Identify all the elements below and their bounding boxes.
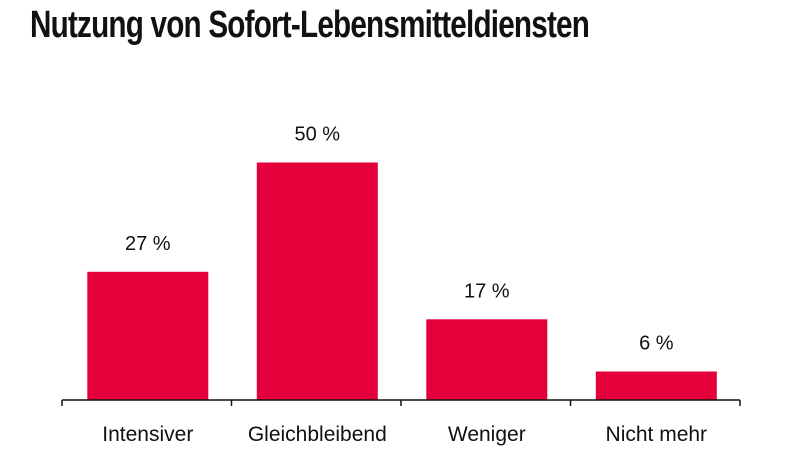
bar-nicht-mehr: [595, 371, 717, 400]
data-label: 27 %: [125, 233, 171, 255]
x-tick-label: Intensiver: [102, 423, 193, 446]
chart-title: Nutzung von Sofort-Lebensmitteldiensten: [30, 4, 590, 46]
data-label: 17 %: [464, 280, 510, 302]
x-tick-label: Nicht mehr: [606, 423, 708, 446]
x-tick-label: Weniger: [448, 423, 526, 446]
bar-weniger: [426, 319, 548, 401]
bar-gleichbleibend: [256, 162, 378, 400]
x-tick-label: Gleichbleibend: [248, 423, 387, 446]
data-label: 6 %: [639, 333, 674, 355]
bar-intensiver: [87, 271, 209, 401]
data-label: 50 %: [295, 124, 341, 146]
